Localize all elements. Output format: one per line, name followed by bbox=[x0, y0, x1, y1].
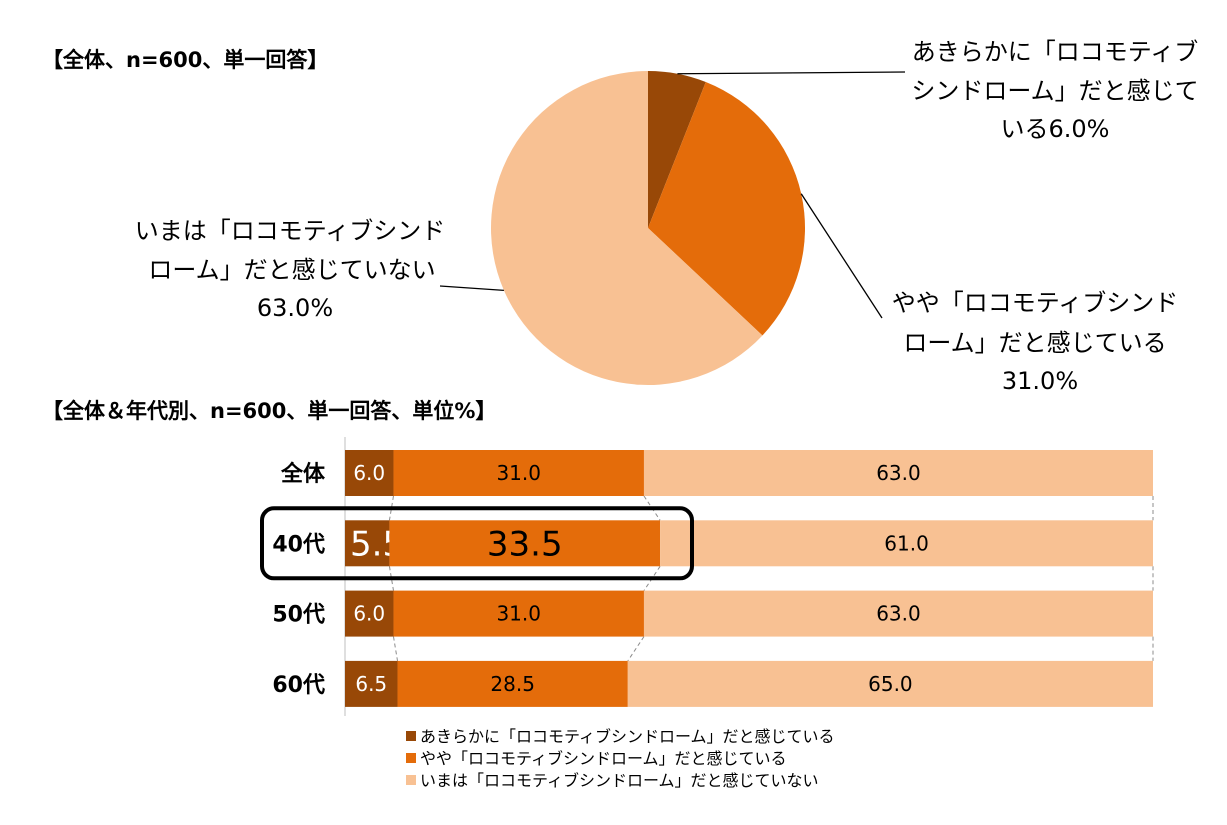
highlight-annotation bbox=[260, 506, 694, 581]
category-label: 60代 bbox=[272, 673, 325, 698]
pie-label-line: ローム」だと感じていない bbox=[148, 256, 435, 284]
bar-segment bbox=[345, 450, 394, 496]
legend-item: やや「ロコモティブシンドローム」だと感じている bbox=[406, 749, 787, 768]
highlight-box bbox=[260, 506, 694, 581]
pie-chart bbox=[490, 71, 805, 386]
bar-value-label: 31.0 bbox=[496, 602, 541, 626]
bar-segment bbox=[660, 520, 1153, 567]
bar-segment bbox=[393, 590, 644, 637]
pie-leader-line bbox=[439, 285, 504, 292]
pie-label-line: シンドローム」だと感じて bbox=[911, 77, 1198, 105]
pie-label-line: ローム」だと感じている bbox=[903, 329, 1166, 357]
pie-label-line: やや「ロコモティブシンド bbox=[892, 289, 1179, 317]
category-label: 全体 bbox=[280, 461, 326, 487]
bar-value-label: 6.0 bbox=[353, 602, 385, 626]
bar-chart-title: 【全体＆年代別、n=600、単一回答、単位%】 bbox=[42, 399, 496, 423]
bar-segment bbox=[345, 520, 390, 567]
connector-line bbox=[392, 636, 399, 661]
legend-item: あきらかに「ロコモティブシンドローム」だと感じている bbox=[406, 727, 835, 746]
bar-value-label: 61.0 bbox=[884, 531, 929, 555]
bar-value-label: 28.5 bbox=[490, 672, 535, 696]
pie-slice-1 bbox=[648, 82, 805, 336]
pie-slice-0 bbox=[648, 71, 706, 228]
bar-value-label: 31.0 bbox=[496, 461, 541, 485]
bar-segment bbox=[393, 450, 644, 496]
bar-segment bbox=[345, 590, 394, 637]
bar-value-label: 63.0 bbox=[876, 602, 921, 626]
legend-swatch bbox=[406, 775, 416, 785]
pie-slice-2 bbox=[490, 71, 763, 386]
pie-leader-lines bbox=[439, 71, 906, 319]
bar-segment bbox=[643, 450, 1153, 496]
bar-value-label: 65.0 bbox=[868, 672, 913, 696]
legend-label: あきらかに「ロコモティブシンドローム」だと感じている bbox=[420, 727, 835, 746]
connector-line bbox=[627, 636, 645, 662]
pie-label-line: 63.0% bbox=[257, 294, 333, 322]
bar-value-label: 6.0 bbox=[353, 461, 385, 485]
pie-label-line: いる6.0% bbox=[1001, 115, 1110, 143]
legend-item: いまは「ロコモティブシンドローム」だと感じていない bbox=[406, 771, 819, 790]
bar-value-label: 33.5 bbox=[487, 524, 563, 564]
pie-leader-line bbox=[800, 193, 883, 319]
pie-chart-title: 【全体、n=600、単一回答】 bbox=[42, 48, 328, 72]
category-label: 40代 bbox=[272, 532, 325, 557]
pie-label-line: いまは「ロコモティブシンド bbox=[135, 217, 446, 245]
bar-segment bbox=[345, 660, 398, 707]
legend-label: いまは「ロコモティブシンドローム」だと感じていない bbox=[420, 771, 819, 790]
pie-label-not-now: いまは「ロコモティブシンド ローム」だと感じていない 63.0% bbox=[135, 217, 446, 322]
bar-value-label: 63.0 bbox=[876, 461, 921, 485]
category-label: 50代 bbox=[272, 603, 325, 628]
bar-segment bbox=[643, 590, 1153, 637]
pie-label-line: 31.0% bbox=[1002, 367, 1078, 395]
bar-segment bbox=[627, 660, 1153, 707]
pie-label-somewhat: やや「ロコモティブシンド ローム」だと感じている 31.0% bbox=[892, 289, 1179, 395]
bar-value-label: 6.5 bbox=[355, 672, 387, 696]
bar-segment bbox=[397, 660, 628, 707]
legend-swatch bbox=[406, 753, 416, 763]
pie-label-definite: あきらかに「ロコモティブ シンドローム」だと感じて いる6.0% bbox=[911, 38, 1198, 143]
legend-swatch bbox=[406, 731, 416, 741]
bar-segment bbox=[389, 520, 661, 567]
pie-label-line: あきらかに「ロコモティブ bbox=[912, 38, 1199, 66]
bar-chart-legend: あきらかに「ロコモティブシンドローム」だと感じているやや「ロコモティブシンドロー… bbox=[406, 727, 835, 790]
legend-label: やや「ロコモティブシンドローム」だと感じている bbox=[420, 749, 787, 768]
pie-leader-line bbox=[677, 71, 906, 75]
